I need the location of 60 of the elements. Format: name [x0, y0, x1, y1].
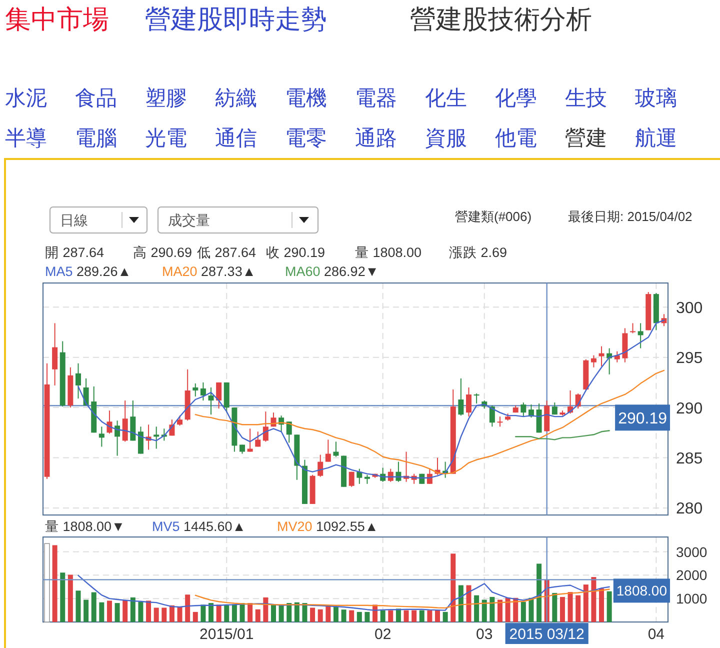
text: 1445.60▲: [180, 519, 246, 534]
text: 高 290.69: [133, 245, 192, 260]
text: MV5: [152, 519, 180, 534]
chart-subtitle: 最後日期: 2015/04/02: [568, 209, 692, 224]
text: 集中市場: [5, 4, 109, 34]
text: 電機: [285, 87, 327, 110]
control-dropdown: 日線: [50, 206, 148, 234]
y-tick-label: 290: [676, 400, 703, 418]
control-dropdown: 成交量: [158, 206, 318, 234]
text: 漲跌 2.69: [449, 245, 508, 260]
y-tick-label: 2000: [676, 567, 708, 584]
y-tick-label: 300: [676, 300, 703, 317]
y-tick-label: 3000: [676, 544, 708, 560]
text: 營建股技術分析: [410, 4, 592, 34]
text: 289.26▲: [72, 264, 132, 279]
text: 1808.00▼: [59, 519, 125, 534]
text: 低 287.64: [197, 245, 257, 260]
text: 資服: [425, 127, 467, 150]
chart-title: 營建類(#006): [455, 209, 532, 224]
text: 生技: [565, 87, 607, 110]
text: 食品: [75, 87, 117, 110]
text: 電器: [355, 87, 397, 110]
text: 半導: [5, 127, 47, 150]
text: 營建: [565, 127, 607, 150]
x-tick-label: 03: [476, 626, 493, 643]
text: 他電: [495, 127, 537, 150]
text: MA5: [45, 264, 73, 279]
y-tick-label: 1000: [676, 590, 708, 607]
text: 塑膠: [145, 87, 187, 110]
text: 水泥: [5, 87, 47, 110]
text: 收 290.19: [266, 245, 326, 260]
x-tick-label: 04: [648, 626, 665, 643]
text: 紡織: [215, 87, 257, 110]
text: 化學: [495, 87, 537, 110]
x-tick-label: 2015/01: [200, 626, 254, 643]
series-label: 量: [45, 519, 59, 534]
text: 287.33▲: [197, 264, 256, 279]
x-tick-label: 02: [374, 626, 392, 643]
text: MA60: [285, 264, 320, 279]
y-tick-label: 280: [676, 500, 703, 518]
text: 電腦: [75, 127, 117, 150]
text: MV20: [277, 519, 312, 534]
text: 電零: [285, 127, 327, 150]
text: 化生: [425, 87, 467, 110]
y-tick-label: 285: [676, 450, 703, 468]
text: 1092.55▲: [312, 519, 378, 534]
text: MA20: [162, 264, 198, 279]
text: 開 287.64: [45, 245, 105, 260]
text: 光電: [145, 127, 187, 150]
text: 玻璃: [635, 87, 677, 110]
ref-line-label: 1808.00: [616, 582, 668, 599]
text: 航運: [635, 127, 677, 150]
x-tick-label: 2015 03/12: [509, 626, 584, 643]
text: 通路: [355, 127, 397, 150]
ref-line-label: 290.19: [618, 410, 668, 428]
text: 營建股即時走勢: [145, 4, 327, 34]
y-tick-label: 295: [676, 350, 703, 368]
text: 通信: [215, 127, 257, 150]
text: 量 1808.00: [355, 245, 422, 260]
text: 286.92▼: [320, 264, 379, 279]
